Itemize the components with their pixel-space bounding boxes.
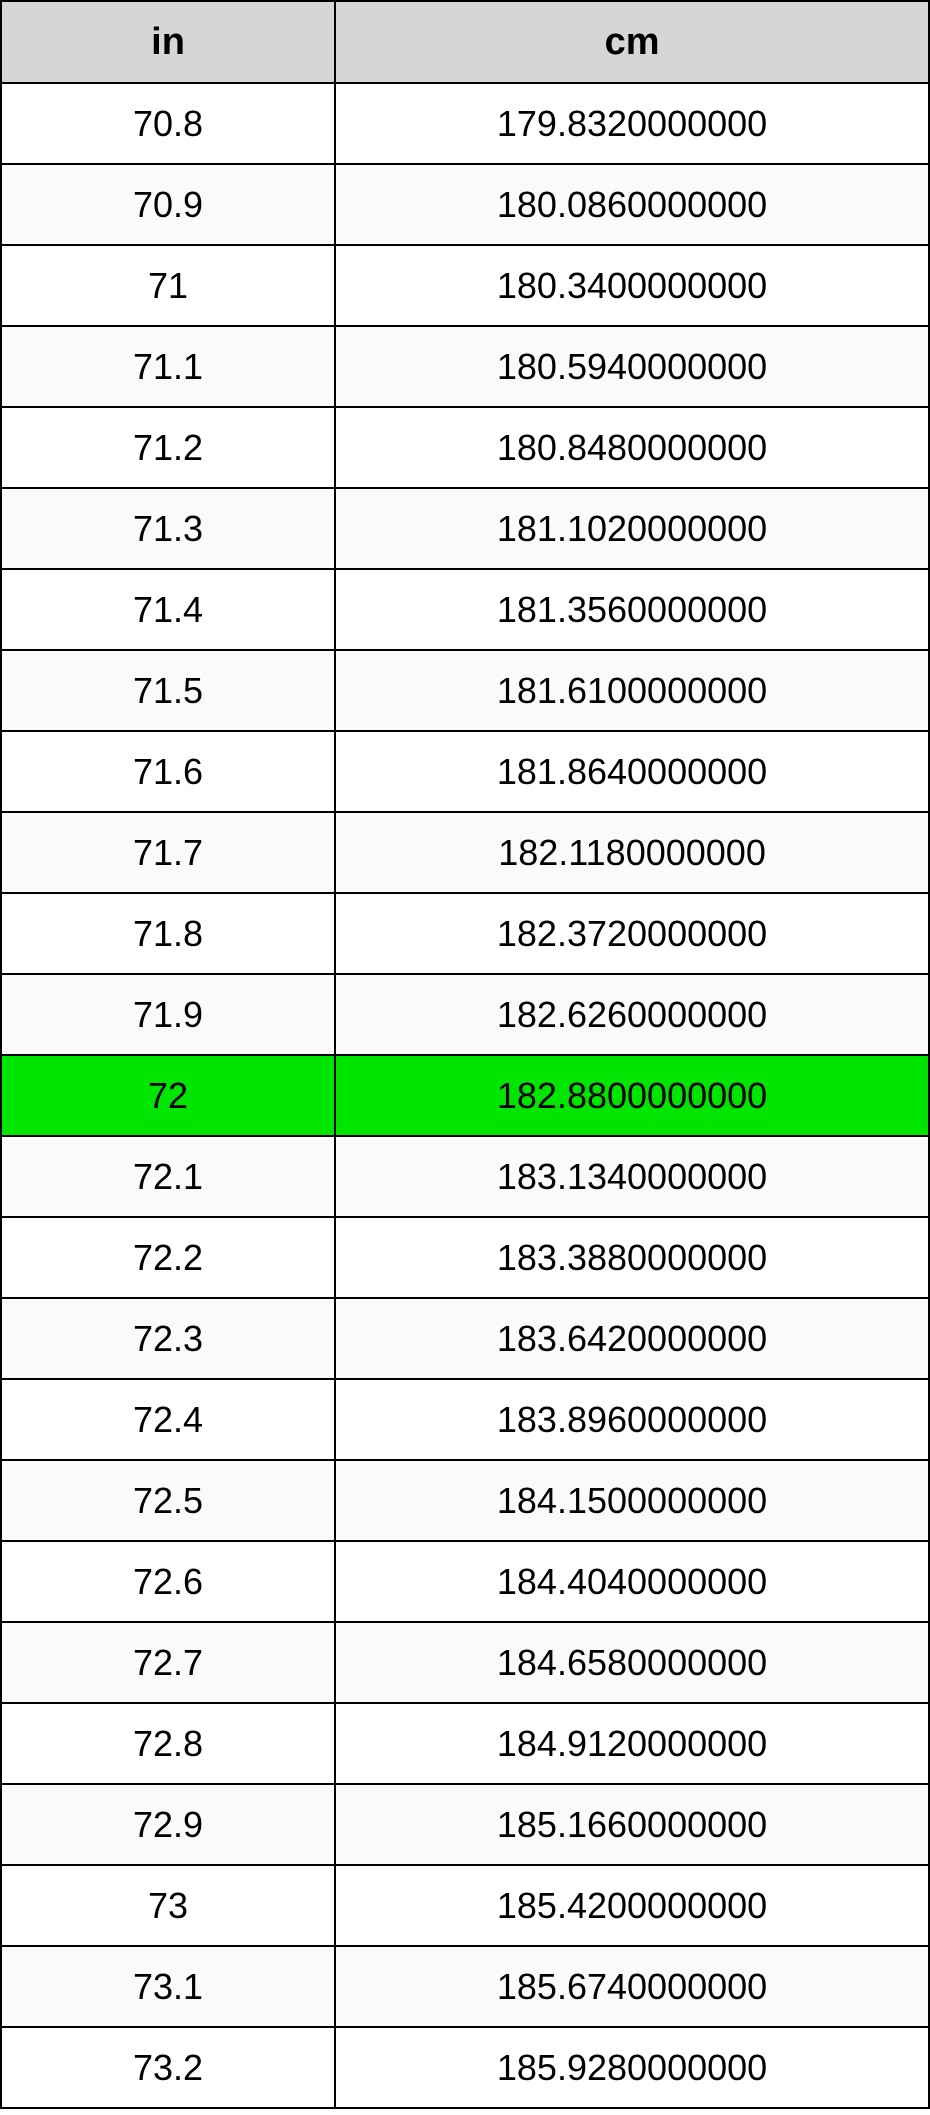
cell-in: 71.5 — [1, 650, 335, 731]
cell-in: 72.2 — [1, 1217, 335, 1298]
table-row: 71180.3400000000 — [1, 245, 929, 326]
table-row: 72182.8800000000 — [1, 1055, 929, 1136]
cell-cm: 180.5940000000 — [335, 326, 929, 407]
cell-cm: 180.3400000000 — [335, 245, 929, 326]
table-row: 71.6181.8640000000 — [1, 731, 929, 812]
cell-in: 72.1 — [1, 1136, 335, 1217]
table-row: 70.8179.8320000000 — [1, 83, 929, 164]
cell-in: 73.1 — [1, 1946, 335, 2027]
table-row: 72.2183.3880000000 — [1, 1217, 929, 1298]
cell-in: 71.8 — [1, 893, 335, 974]
table-row: 72.7184.6580000000 — [1, 1622, 929, 1703]
cell-in: 71.1 — [1, 326, 335, 407]
table-body: 70.8179.832000000070.9180.08600000007118… — [1, 83, 929, 2108]
table-row: 72.3183.6420000000 — [1, 1298, 929, 1379]
cell-cm: 181.8640000000 — [335, 731, 929, 812]
table-row: 73185.4200000000 — [1, 1865, 929, 1946]
table-row: 72.6184.4040000000 — [1, 1541, 929, 1622]
table-row: 71.2180.8480000000 — [1, 407, 929, 488]
cell-cm: 183.8960000000 — [335, 1379, 929, 1460]
cell-cm: 182.1180000000 — [335, 812, 929, 893]
column-header-cm: cm — [335, 1, 929, 83]
cell-cm: 182.3720000000 — [335, 893, 929, 974]
cell-in: 71.4 — [1, 569, 335, 650]
cell-cm: 180.8480000000 — [335, 407, 929, 488]
cell-in: 71.7 — [1, 812, 335, 893]
cell-in: 71 — [1, 245, 335, 326]
cell-in: 70.8 — [1, 83, 335, 164]
cell-cm: 185.6740000000 — [335, 1946, 929, 2027]
column-header-in: in — [1, 1, 335, 83]
table-row: 73.1185.6740000000 — [1, 1946, 929, 2027]
cell-in: 72.9 — [1, 1784, 335, 1865]
cell-cm: 184.4040000000 — [335, 1541, 929, 1622]
cell-cm: 180.0860000000 — [335, 164, 929, 245]
cell-cm: 181.6100000000 — [335, 650, 929, 731]
cell-cm: 183.1340000000 — [335, 1136, 929, 1217]
cell-in: 72.4 — [1, 1379, 335, 1460]
table-row: 71.8182.3720000000 — [1, 893, 929, 974]
table-row: 71.5181.6100000000 — [1, 650, 929, 731]
cell-cm: 184.9120000000 — [335, 1703, 929, 1784]
cell-cm: 181.3560000000 — [335, 569, 929, 650]
table-header-row: in cm — [1, 1, 929, 83]
table-row: 72.4183.8960000000 — [1, 1379, 929, 1460]
table-row: 71.9182.6260000000 — [1, 974, 929, 1055]
cell-cm: 181.1020000000 — [335, 488, 929, 569]
cell-in: 70.9 — [1, 164, 335, 245]
cell-in: 71.6 — [1, 731, 335, 812]
cell-cm: 185.4200000000 — [335, 1865, 929, 1946]
table-row: 71.4181.3560000000 — [1, 569, 929, 650]
table-row: 72.8184.9120000000 — [1, 1703, 929, 1784]
cell-in: 72.3 — [1, 1298, 335, 1379]
cell-in: 72.8 — [1, 1703, 335, 1784]
cell-in: 73 — [1, 1865, 335, 1946]
cell-in: 72.6 — [1, 1541, 335, 1622]
table-row: 71.7182.1180000000 — [1, 812, 929, 893]
cell-in: 72.5 — [1, 1460, 335, 1541]
cell-cm: 185.1660000000 — [335, 1784, 929, 1865]
cell-cm: 184.1500000000 — [335, 1460, 929, 1541]
table-row: 72.1183.1340000000 — [1, 1136, 929, 1217]
cell-in: 72 — [1, 1055, 335, 1136]
cell-in: 72.7 — [1, 1622, 335, 1703]
table-row: 71.1180.5940000000 — [1, 326, 929, 407]
table-row: 72.9185.1660000000 — [1, 1784, 929, 1865]
cell-cm: 182.8800000000 — [335, 1055, 929, 1136]
table-row: 73.2185.9280000000 — [1, 2027, 929, 2108]
cell-cm: 183.3880000000 — [335, 1217, 929, 1298]
cell-in: 71.3 — [1, 488, 335, 569]
cell-in: 71.2 — [1, 407, 335, 488]
table-row: 70.9180.0860000000 — [1, 164, 929, 245]
cell-cm: 182.6260000000 — [335, 974, 929, 1055]
table-row: 72.5184.1500000000 — [1, 1460, 929, 1541]
table-row: 71.3181.1020000000 — [1, 488, 929, 569]
cell-cm: 183.6420000000 — [335, 1298, 929, 1379]
cell-cm: 184.6580000000 — [335, 1622, 929, 1703]
cell-cm: 185.9280000000 — [335, 2027, 929, 2108]
cell-in: 73.2 — [1, 2027, 335, 2108]
cell-in: 71.9 — [1, 974, 335, 1055]
cell-cm: 179.8320000000 — [335, 83, 929, 164]
conversion-table: in cm 70.8179.832000000070.9180.08600000… — [0, 0, 930, 2109]
